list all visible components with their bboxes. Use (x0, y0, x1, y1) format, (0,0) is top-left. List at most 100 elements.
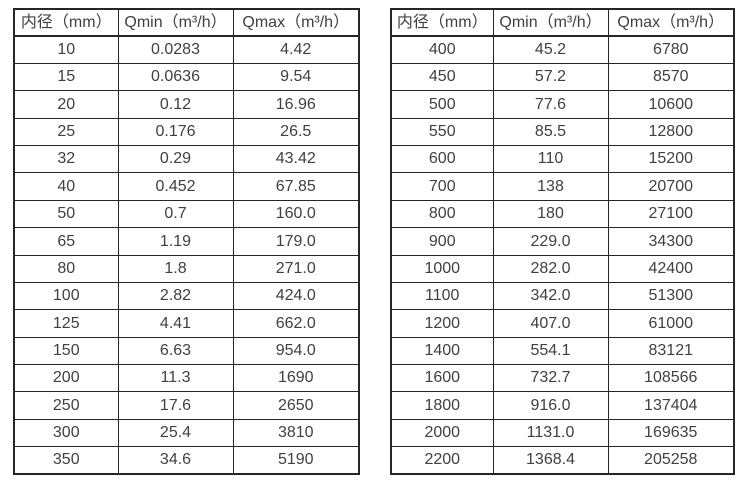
table-row: 500 77.6 10600 (390, 90, 735, 119)
table-cell-diameter: 40 (13, 172, 119, 201)
table-cell-qmax: 15200 (607, 144, 735, 174)
table-cell-qmin: 0.0636 (117, 62, 234, 92)
table-cell-qmax: 10600 (607, 90, 735, 119)
table-cell-diameter: 32 (13, 144, 119, 174)
table-cell-diameter: 1600 (390, 363, 494, 393)
table-cell-qmax: 83121 (607, 336, 735, 366)
table-cell-qmax: 205258 (607, 446, 735, 475)
table-cell-qmin: 34.6 (117, 446, 234, 475)
column-header-qmin: Qmin（m³/h） (117, 8, 234, 37)
table-row: 32 0.29 43.42 (13, 144, 360, 174)
table-row: 700 138 20700 (390, 172, 735, 201)
table-cell-qmax: 424.0 (232, 281, 360, 311)
table-row: 550 85.5 12800 (390, 117, 735, 147)
table-cell-qmin: 138 (492, 172, 609, 201)
table-cell-diameter: 80 (13, 254, 119, 283)
table-row: 15 0.0636 9.54 (13, 62, 360, 92)
table-cell-qmax: 108566 (607, 363, 735, 393)
table-cell-qmin: 916.0 (492, 391, 609, 420)
table-cell-qmax: 16.96 (232, 90, 360, 119)
table-cell-qmin: 342.0 (492, 281, 609, 311)
table-cell-qmax: 61000 (607, 309, 735, 338)
table-cell-diameter: 50 (13, 199, 119, 229)
table-cell-diameter: 200 (13, 363, 119, 393)
table-cell-qmin: 2.82 (117, 281, 234, 311)
table-cell-qmin: 77.6 (492, 90, 609, 119)
table-cell-qmax: 169635 (607, 418, 735, 448)
table-cell-qmin: 0.12 (117, 90, 234, 119)
table-cell-qmax: 662.0 (232, 309, 360, 338)
table-cell-qmax: 271.0 (232, 254, 360, 283)
table-row: 1200 407.0 61000 (390, 309, 735, 338)
table-cell-qmin: 4.41 (117, 309, 234, 338)
table-cell-qmin: 282.0 (492, 254, 609, 283)
table-row: 50 0.7 160.0 (13, 199, 360, 229)
table-cell-qmax: 179.0 (232, 227, 360, 256)
table-cell-diameter: 1100 (390, 281, 494, 311)
column-header-qmin: Qmin（m³/h） (492, 8, 609, 37)
table-cell-diameter: 450 (390, 62, 494, 92)
table-row: 1100 342.0 51300 (390, 281, 735, 311)
table-row: 2200 1368.4 205258 (390, 446, 735, 475)
column-header-qmax: Qmax（m³/h） (607, 8, 735, 37)
table-cell-qmin: 0.452 (117, 172, 234, 201)
table-cell-qmax: 5190 (232, 446, 360, 475)
table-cell-qmin: 17.6 (117, 391, 234, 420)
table-cell-qmin: 57.2 (492, 62, 609, 92)
column-header-qmax: Qmax（m³/h） (232, 8, 360, 37)
table-cell-qmin: 1.8 (117, 254, 234, 283)
table-cell-qmin: 11.3 (117, 363, 234, 393)
table-cell-qmin: 45.2 (492, 35, 609, 64)
table-row: 1400 554.1 83121 (390, 336, 735, 366)
table-cell-diameter: 1000 (390, 254, 494, 283)
table-cell-qmax: 8570 (607, 62, 735, 92)
table-row: 350 34.6 5190 (13, 446, 360, 475)
table-cell-qmin: 0.176 (117, 117, 234, 147)
table-cell-qmin: 1131.0 (492, 418, 609, 448)
table-cell-diameter: 250 (13, 391, 119, 420)
table-cell-diameter: 900 (390, 227, 494, 256)
table-cell-diameter: 400 (390, 35, 494, 64)
table-row: 10 0.0283 4.42 (13, 35, 360, 64)
table-row: 2000 1131.0 169635 (390, 418, 735, 448)
table-row: 600 110 15200 (390, 144, 735, 174)
table-cell-qmax: 6780 (607, 35, 735, 64)
table-cell-qmax: 954.0 (232, 336, 360, 366)
table-cell-qmax: 9.54 (232, 62, 360, 92)
table-cell-diameter: 550 (390, 117, 494, 147)
table-cell-diameter: 300 (13, 418, 119, 448)
table-cell-qmax: 160.0 (232, 199, 360, 229)
table-cell-qmax: 20700 (607, 172, 735, 201)
table-row: 800 180 27100 (390, 199, 735, 229)
table-cell-qmin: 0.7 (117, 199, 234, 229)
table-cell-qmax: 4.42 (232, 35, 360, 64)
table-row: 300 25.4 3810 (13, 418, 360, 448)
table-cell-qmax: 3810 (232, 418, 360, 448)
table-row: 250 17.6 2650 (13, 391, 360, 420)
column-header-diameter: 内径（mm） (390, 8, 494, 37)
table-cell-diameter: 350 (13, 446, 119, 475)
table-cell-qmax: 34300 (607, 227, 735, 256)
table-cell-diameter: 150 (13, 336, 119, 366)
table-cell-qmax: 12800 (607, 117, 735, 147)
table-row: 900 229.0 34300 (390, 227, 735, 256)
table-cell-diameter: 600 (390, 144, 494, 174)
table-cell-diameter: 800 (390, 199, 494, 229)
table-row: 80 1.8 271.0 (13, 254, 360, 283)
table-row: 100 2.82 424.0 (13, 281, 360, 311)
table-cell-qmin: 407.0 (492, 309, 609, 338)
table-cell-qmin: 6.63 (117, 336, 234, 366)
table-cell-qmax: 2650 (232, 391, 360, 420)
table-cell-diameter: 125 (13, 309, 119, 338)
flow-spec-table-large-diameters: 内径（mm） Qmin（m³/h） Qmax（m³/h） 400 45.2 6780 450… (390, 8, 735, 475)
table-cell-diameter: 1800 (390, 391, 494, 420)
table-cell-qmax: 43.42 (232, 144, 360, 174)
table-cell-diameter: 20 (13, 90, 119, 119)
table-cell-diameter: 2000 (390, 418, 494, 448)
table-cell-qmax: 51300 (607, 281, 735, 311)
table-cell-diameter: 2200 (390, 446, 494, 475)
column-header-diameter: 内径（mm） (13, 8, 119, 37)
table-cell-diameter: 15 (13, 62, 119, 92)
table-row: 150 6.63 954.0 (13, 336, 360, 366)
